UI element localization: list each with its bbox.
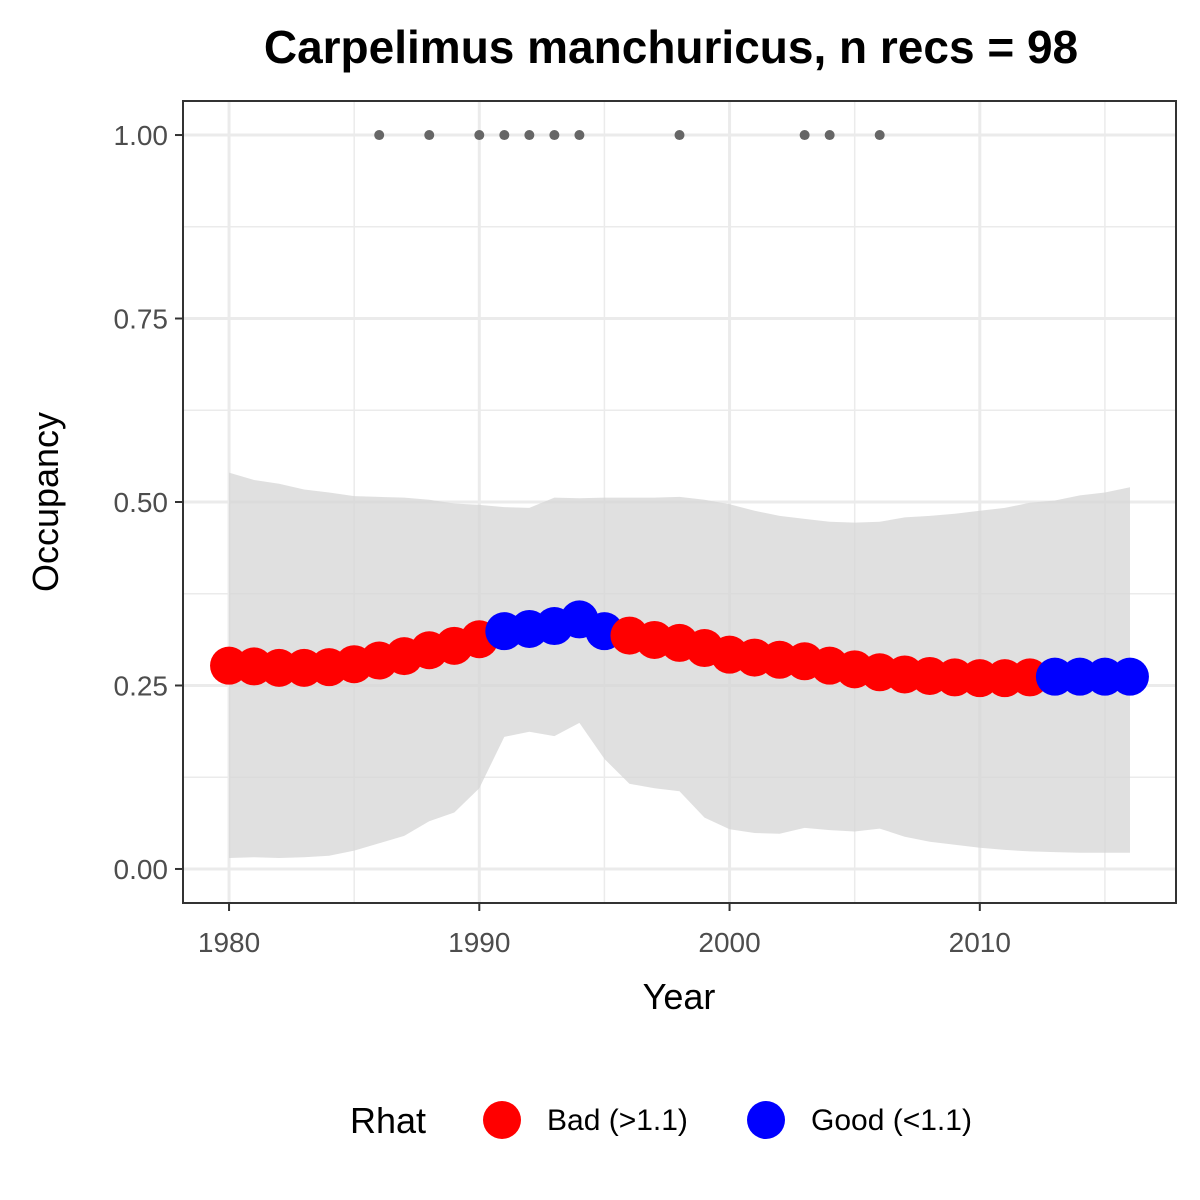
record-point <box>524 130 535 141</box>
y-tick-label: 1.00 <box>114 120 169 151</box>
record-point <box>374 130 385 141</box>
record-point <box>799 130 810 141</box>
legend-label-good: Good (<1.1) <box>811 1104 972 1137</box>
legend-key-bad <box>483 1101 521 1139</box>
record-point <box>824 130 835 141</box>
occupancy-point-good <box>1110 657 1149 696</box>
record-point <box>499 130 510 141</box>
legend: Rhat Bad (>1.1) Good (<1.1) <box>350 1100 972 1141</box>
legend-title: Rhat <box>350 1100 426 1141</box>
record-point <box>674 130 685 141</box>
y-tick-label: 0.25 <box>114 670 169 701</box>
axes: 0.00 0.25 0.50 0.75 1.00 1980 1990 2000 2010 <box>114 120 1011 958</box>
legend-label-bad: Bad (>1.1) <box>547 1104 688 1137</box>
chart-title: Carpelimus manchuricus, n recs = 98 <box>264 21 1078 73</box>
x-axis-title: Year <box>643 976 716 1017</box>
confidence-ribbon <box>229 472 1130 858</box>
y-tick-label: 0.00 <box>114 854 169 885</box>
records-layer <box>374 130 885 141</box>
record-point <box>424 130 435 141</box>
y-tick-label: 0.75 <box>114 304 169 335</box>
record-point <box>874 130 885 141</box>
x-tick-label: 2010 <box>949 927 1011 958</box>
occupancy-points <box>210 600 1149 698</box>
record-point <box>474 130 485 141</box>
y-tick-label: 0.50 <box>114 487 169 518</box>
ribbon-area <box>229 472 1130 858</box>
legend-key-good <box>747 1101 785 1139</box>
y-axis-title: Occupancy <box>25 412 66 592</box>
x-tick-label: 2000 <box>698 927 760 958</box>
x-tick-label: 1980 <box>198 927 260 958</box>
record-point <box>574 130 585 141</box>
x-tick-label: 1990 <box>448 927 510 958</box>
record-point <box>549 130 560 141</box>
